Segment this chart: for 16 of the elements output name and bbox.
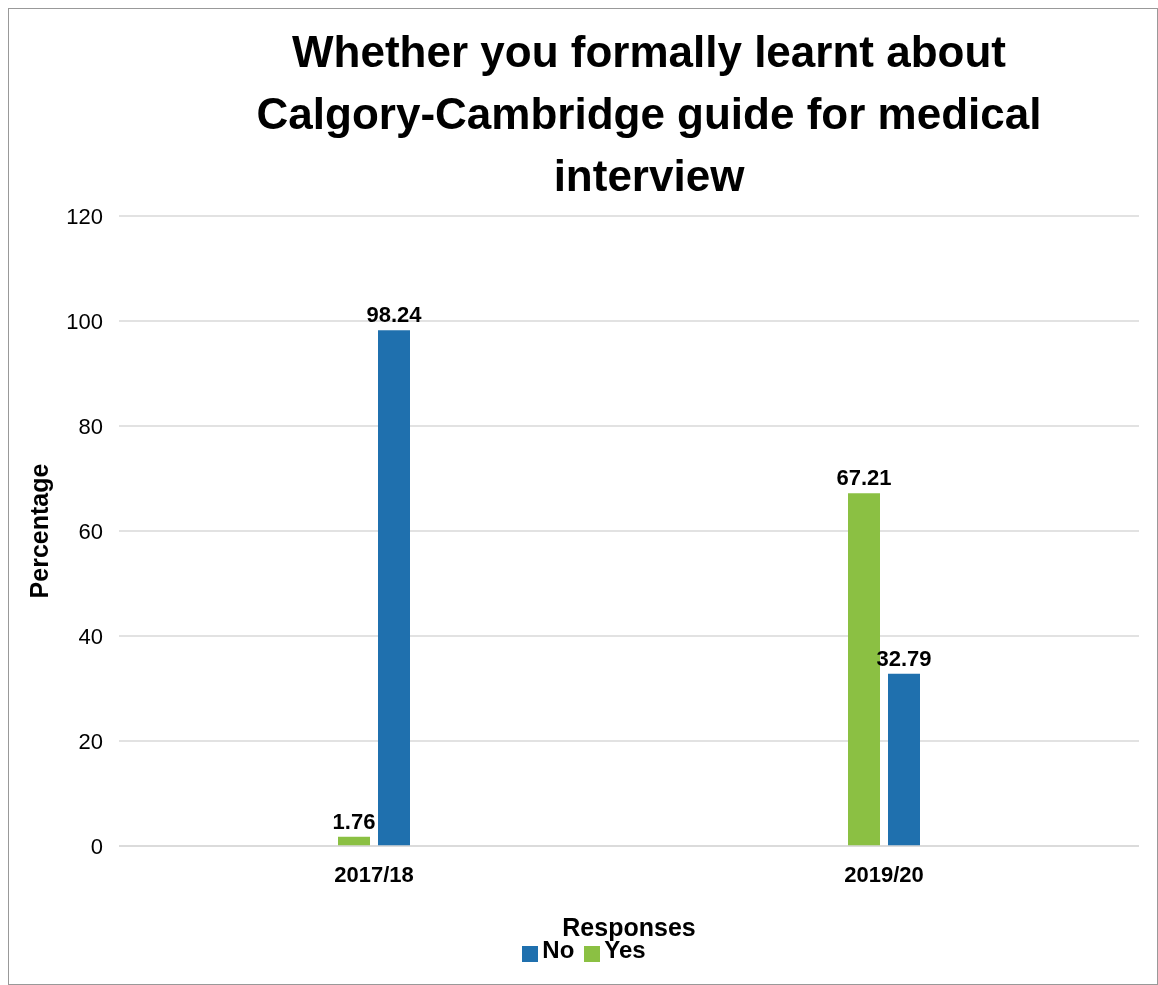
bar	[378, 330, 410, 846]
data-label: 1.76	[332, 808, 376, 834]
y-tick-label: 0	[90, 833, 103, 859]
data-label: 67.21	[836, 465, 892, 491]
bar	[888, 673, 920, 846]
y-axis-title: Percentage	[24, 463, 53, 599]
y-tick-label: 120	[66, 203, 103, 229]
y-tick-label: 40	[78, 623, 103, 649]
y-tick-label: 100	[66, 308, 103, 334]
y-tick-label: 80	[78, 413, 103, 439]
data-label: 98.24	[366, 302, 423, 328]
y-tick-label: 60	[78, 518, 103, 544]
y-tick-label: 20	[78, 728, 103, 754]
chart-title: Whether you formally learnt about Calgory-Cambridge guide for medical interview	[255, 26, 1043, 202]
x-tick-label: 2019/20	[844, 861, 924, 887]
x-tick-label: 2017/18	[334, 861, 414, 887]
